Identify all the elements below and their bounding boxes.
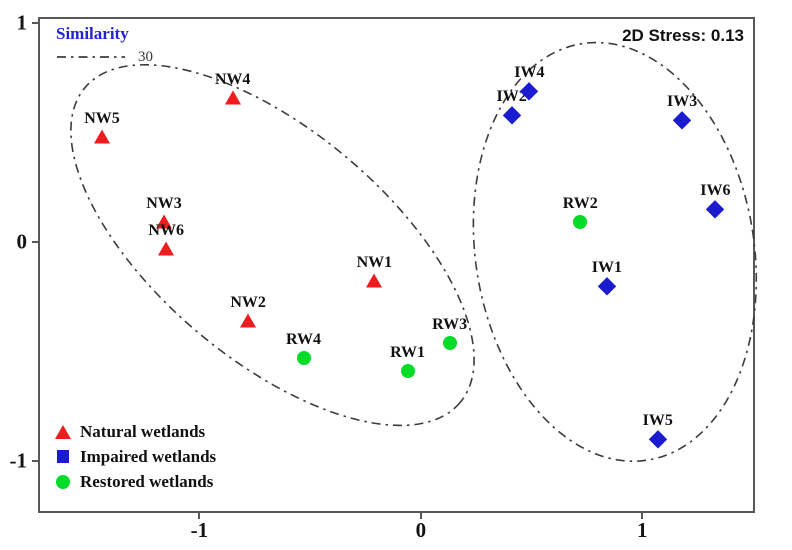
point-label: RW3 (432, 315, 468, 333)
y-axis-tick-label: 1 (16, 10, 28, 35)
point-label: IW4 (514, 64, 545, 82)
triangle-marker-icon (224, 90, 241, 105)
dash-dot-line-icon (57, 56, 125, 59)
cluster-ellipses-layer (70, 41, 758, 463)
point-label: IW5 (642, 411, 673, 429)
point-label: IW2 (496, 88, 527, 106)
triangle-marker-icon (94, 129, 110, 144)
x-axis-tick (419, 511, 422, 519)
point-label: NW1 (356, 254, 393, 272)
similarity-legend-entry: 30 (56, 48, 153, 65)
legend-label: Impaired wetlands (80, 447, 217, 466)
similarity-level-value: 30 (138, 48, 153, 65)
similarity-legend-title: Similarity (56, 24, 129, 43)
circle-marker-icon (442, 335, 457, 350)
legend-item-natural-wetlands: Natural wetlands (53, 419, 216, 444)
x-axis-tick-label: -1 (190, 518, 209, 542)
x-axis-tick (198, 511, 201, 519)
legend-label: Natural wetlands (80, 422, 206, 441)
circle-marker-icon (400, 364, 415, 379)
circle-marker-icon (56, 474, 70, 489)
triangle-marker-icon (53, 422, 73, 442)
point-label: RW1 (390, 344, 426, 362)
y-axis-tick-label: -1 (9, 448, 28, 473)
point-label: NW6 (148, 221, 184, 239)
x-axis-tick-label: 0 (415, 518, 427, 542)
triangle-marker-icon (55, 424, 71, 439)
diamond-marker-icon (56, 450, 70, 463)
plot-area: Similarity 30 2D Stress: 0.13 NW5 NW4 NW3 N… (10, 12, 758, 541)
triangle-marker-icon (156, 214, 172, 229)
similarity-legend: Similarity 30 (56, 24, 153, 65)
stress-label: 2D Stress: 0.13 (622, 26, 744, 45)
legend-label: Restored wetlands (80, 472, 214, 491)
cluster-ellipse (70, 63, 475, 427)
triangle-marker-icon (366, 273, 383, 288)
point-label: RW4 (286, 330, 321, 348)
y-axis-tick (32, 241, 40, 244)
circle-marker-icon (296, 350, 311, 365)
series-legend: Natural wetlands Impaired wetlands Resto… (53, 419, 216, 494)
point-label: IW6 (700, 182, 731, 200)
point-label: NW5 (84, 110, 120, 128)
legend-item-restored-wetlands: Restored wetlands (53, 469, 216, 494)
point-label: RW2 (562, 195, 598, 213)
diamond-marker-icon (53, 447, 73, 467)
point-label: IW3 (667, 92, 698, 110)
y-axis-tick (32, 459, 40, 462)
point-label: NW2 (230, 293, 266, 311)
x-axis-tick (641, 511, 644, 519)
triangle-marker-icon (158, 241, 175, 256)
y-axis-tick (32, 22, 40, 25)
y-axis-tick-label: 0 (16, 229, 28, 254)
point-label: NW3 (146, 195, 182, 213)
circle-marker-icon (573, 215, 588, 230)
point-label: IW1 (591, 258, 622, 276)
triangle-marker-icon (240, 313, 257, 328)
x-axis-tick-label: 1 (637, 518, 648, 542)
circle-marker-icon (53, 472, 73, 492)
cluster-ellipse (472, 41, 758, 463)
legend-item-impaired-wetlands: Impaired wetlands (53, 444, 216, 469)
point-label: NW4 (214, 70, 251, 88)
